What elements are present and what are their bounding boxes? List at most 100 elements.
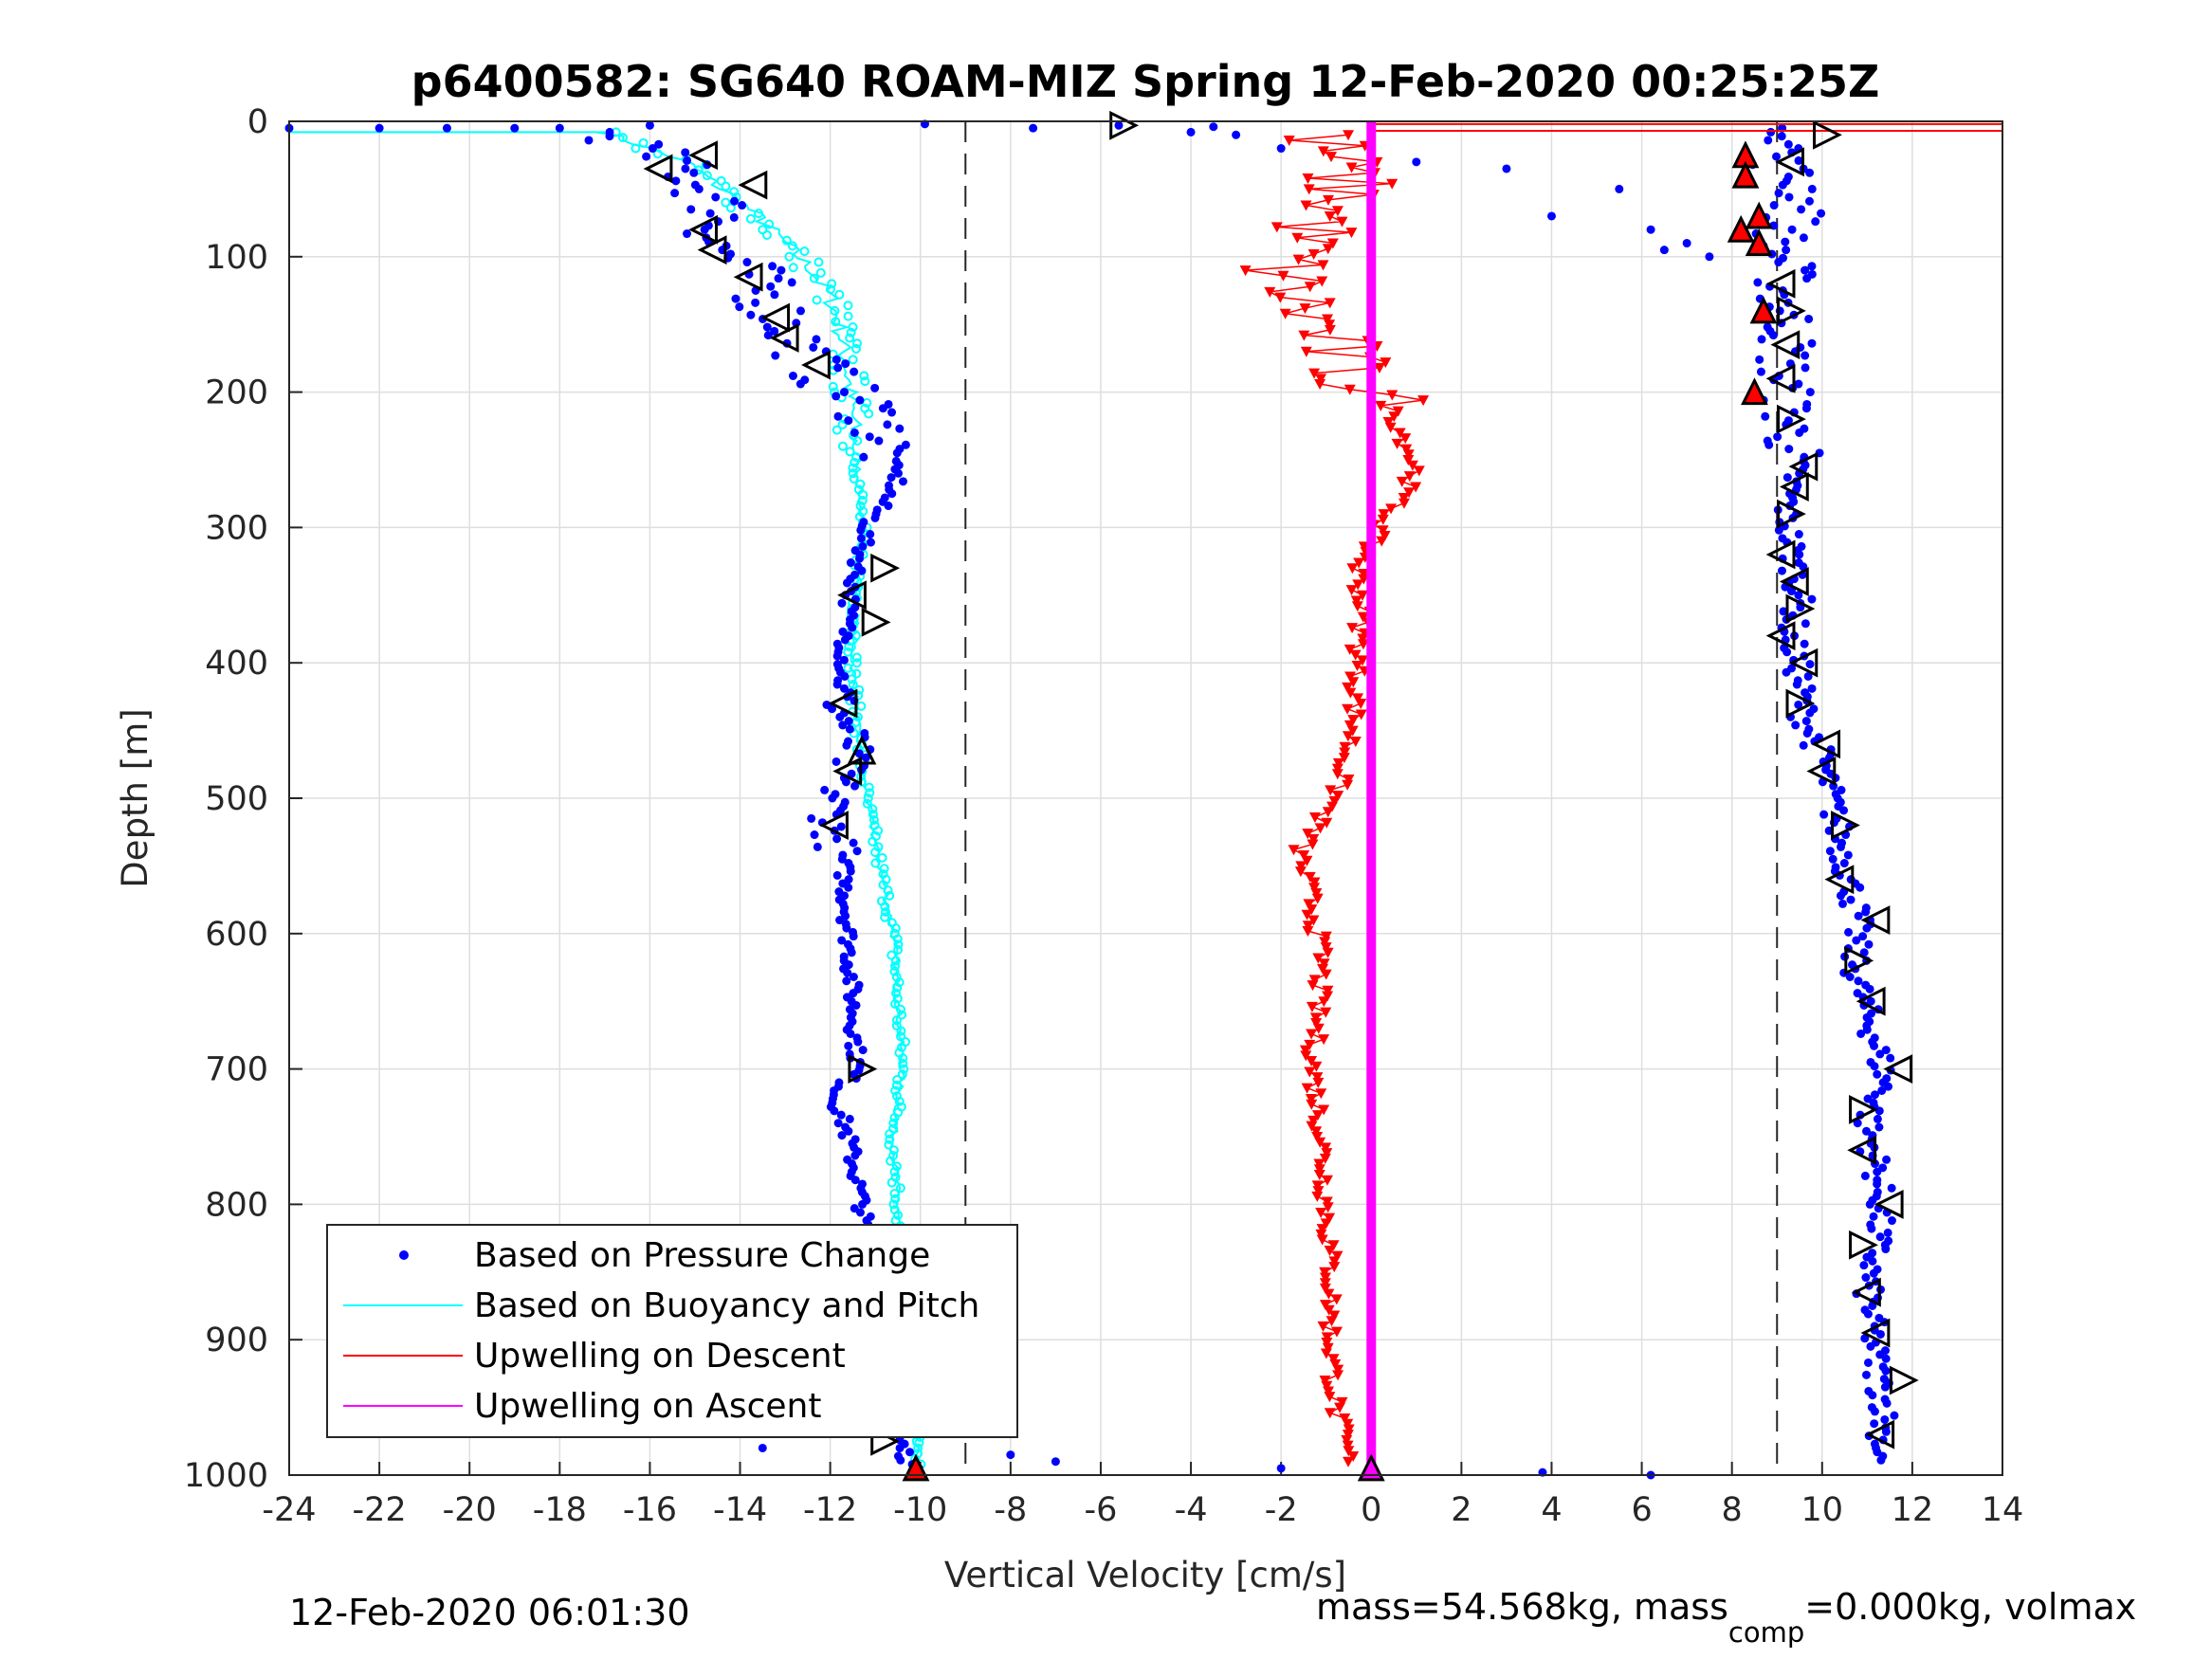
buoyancy-point [881,906,891,917]
ascent-pressure-point [1846,895,1856,904]
pressure-point [686,205,696,214]
ascent-pressure-point [1786,587,1796,596]
ascent-pressure-point [1859,948,1869,957]
ascent-pressure-point [1801,717,1811,726]
buoyancy-point [896,1026,906,1036]
turn-marker [1788,451,1819,482]
turn-marker [1831,811,1860,840]
red-flag-marker [902,1453,930,1482]
x-tick-label: 0 [1361,1491,1381,1529]
buoyancy-point [889,1167,900,1177]
pressure-point [847,948,856,957]
buoyancy-point [862,798,872,809]
ascent-pressure-point [1870,1407,1879,1416]
x-tick-label: -16 [623,1491,677,1529]
outlier-point [1051,1457,1060,1467]
turn-marker [1765,621,1796,651]
outlier-point [645,120,654,130]
pressure-point [846,866,855,876]
ascent-pressure-point [1773,432,1782,442]
outlier-point [1209,122,1218,132]
buoyancy-point [831,317,841,327]
turn-marker [801,350,831,380]
ascent-pressure-point [1856,883,1865,892]
buoyancy-point [851,652,862,663]
turn-marker [1806,757,1837,786]
pressure-point [842,740,851,750]
buoyancy-point [889,966,900,976]
outlier-point [1705,252,1714,262]
ascent-pressure-point [1866,996,1875,1006]
pressure-point [832,355,841,364]
pressure-point [848,623,857,632]
pressure-point [681,148,690,157]
turn-marker [837,580,867,611]
x-tick-label: -4 [1175,1491,1208,1529]
buoyancy-point [890,1194,901,1204]
ascent-pressure-point [1854,976,1863,986]
pressure-point [681,164,690,173]
ascent-pressure-point [1828,854,1837,864]
outlier-point [1615,184,1624,193]
pressure-point [813,842,822,851]
pressure-point [828,704,837,714]
pressure-point [842,976,851,986]
pressure-point [812,335,821,344]
buoyancy-point [892,934,903,944]
turn-marker [1849,1230,1878,1260]
buoyancy-point [725,203,736,213]
buoyancy-point [877,852,887,863]
turn-marker [1785,688,1816,719]
ascent-pressure-point [1863,1309,1873,1319]
outlier-point [1276,144,1286,154]
ascent-pressure-point [1774,189,1783,198]
red-flag-marker [1745,201,1773,229]
pressure-point [746,310,756,319]
pressure-point [844,1041,853,1050]
buoyancy-point [848,322,858,333]
pressure-point [858,1046,868,1055]
outlier-point [758,1443,767,1452]
buoyancy-point [631,143,641,154]
legend-label-buoyancy: Based on Buoyancy and Pitch [474,1286,979,1325]
pressure-point [854,749,864,758]
x-tick-labels: -24 -22 -20 -18 -16 -14 -12 -10 -8 -6 -4 -2 0 2 4 6 8 10 1… [262,1491,2023,1529]
buoyancy-point [843,301,853,311]
ascent-pressure-point [1856,1029,1866,1038]
y-tick-label: 100 [205,239,268,277]
x-tick-label: -18 [533,1491,587,1529]
turn-marker [861,607,891,637]
buoyancy-point [858,490,868,501]
pressure-point [787,278,796,287]
footer-mass-subscript: comp [1728,1616,1804,1649]
ascent-pressure-point [1803,671,1813,681]
pressure-point [711,192,721,202]
buoyancy-point [899,1064,909,1074]
pressure-point [843,968,852,977]
pressure-point [883,420,892,429]
buoyancy-point [892,1210,903,1220]
ascent-pressure-point [1766,127,1776,137]
pressure-point [766,282,776,291]
pressure-point [648,144,657,154]
ascent-pressure-point [1791,720,1801,730]
buoyancy-point [845,333,855,343]
pressure-point [856,525,866,535]
ascent-pressure-point [1854,911,1863,921]
buoyancy-point [864,409,874,419]
ascent-pressure-point [1794,591,1803,600]
pressure-point [833,1119,843,1128]
ascent-pressure-point [1778,180,1787,190]
pressure-point [884,501,893,511]
ascent-pressure-point [1837,899,1847,908]
buoyancy-point [851,338,862,349]
ascent-pressure-point [1873,1179,1882,1189]
ascent-pressure-point [1859,1261,1869,1270]
ascent-pressure-point [1782,647,1792,657]
pressure-point [838,720,848,730]
buoyancy-point [868,810,878,820]
buoyancy-point [897,1042,907,1052]
buoyancy-point [850,457,860,467]
ascent-pressure-point [1774,258,1783,267]
outlier-point [1546,211,1556,221]
